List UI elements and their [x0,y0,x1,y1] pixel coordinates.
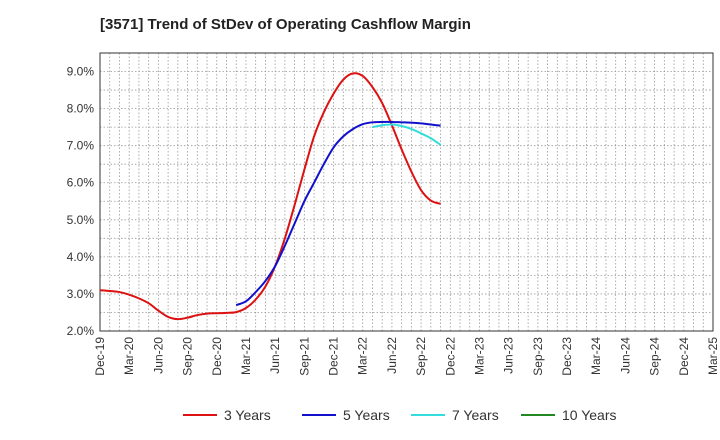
x-tick-label: Mar-22 [356,337,370,375]
x-tick-label: Sep-22 [414,337,428,376]
series-line-5-years [235,120,441,307]
x-tick-label: Mar-21 [239,337,253,375]
y-tick-label: 4.0% [67,250,95,264]
y-tick-label: 5.0% [67,213,95,227]
y-tick-label: 9.0% [67,65,95,79]
series-layer [99,72,442,321]
legend-label-5-years: 5 Years [343,407,390,423]
x-tick-label: Mar-20 [122,337,136,375]
x-tick-label: Jun-24 [618,337,632,374]
x-tick-label: Jun-22 [385,337,399,374]
x-tick-label: Jun-20 [151,337,165,374]
y-tick-label: 3.0% [67,287,95,301]
x-tick-label: Sep-20 [181,337,195,376]
plot-border [99,52,714,332]
x-tick-label: Sep-24 [648,337,662,376]
legend-label-3-years: 3 Years [224,407,271,423]
x-tick-label: Jun-23 [502,337,516,374]
x-tick-label: Mar-23 [472,337,486,375]
legend-layer: 3 Years 5 Years 7 Years 10 Years [183,407,617,423]
x-tick-label: Sep-23 [531,337,545,376]
y-tick-label: 6.0% [67,176,95,190]
grid-layer [99,52,714,332]
legend-label-7-years: 7 Years [452,407,499,423]
plot-area [100,53,713,331]
chart-title: [3571] Trend of StDev of Operating Cashf… [100,16,471,33]
x-tick-label: Sep-21 [297,337,311,376]
y-tick-label: 2.0% [67,324,95,338]
series-line-3-years [99,72,441,321]
x-tick-label: Mar-24 [589,337,603,375]
x-tick-label: Dec-24 [677,337,691,376]
axis-layer: 2.0% 3.0% 4.0% 5.0% 6.0% 7.0% 8.0% 9.0% Dec-19 Ma… [67,52,720,376]
y-tick-label: 7.0% [67,139,95,153]
x-tick-label: Dec-19 [93,337,107,376]
x-tick-label: Dec-22 [443,337,457,376]
x-tick-label: Dec-21 [327,337,341,376]
series-line-7-years [372,123,442,146]
y-tick-label: 8.0% [67,102,95,116]
x-tick-label: Jun-21 [268,337,282,374]
x-tick-label: Dec-20 [210,337,224,376]
x-tick-label: Dec-23 [560,337,574,376]
legend-label-10-years: 10 Years [562,407,617,423]
x-tick-label: Mar-25 [706,337,720,375]
